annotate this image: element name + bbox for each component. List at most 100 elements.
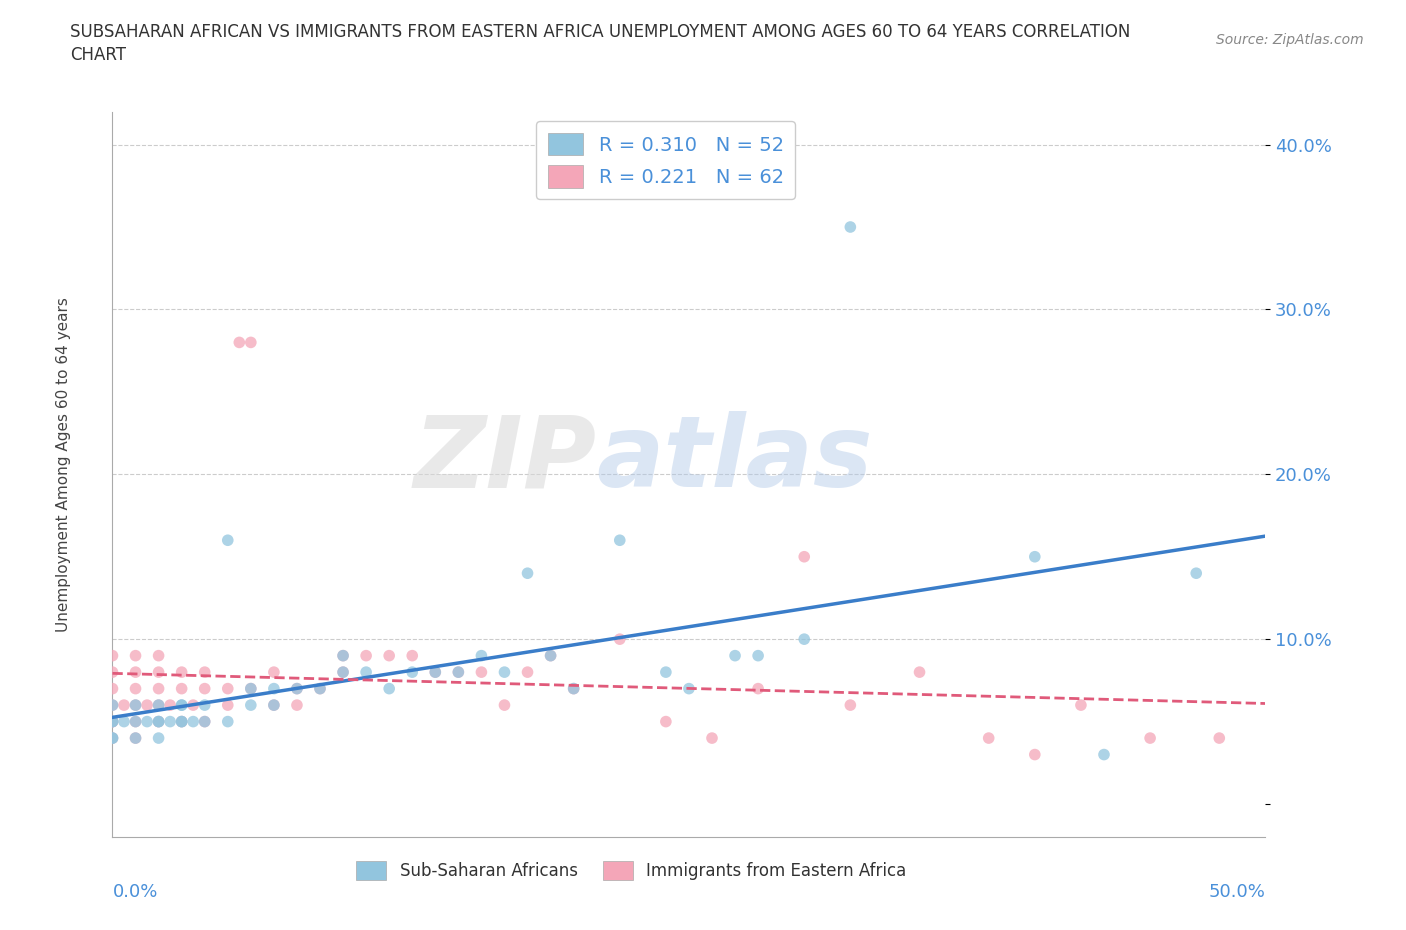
Point — [124, 698, 146, 712]
Point — [285, 681, 308, 696]
Point — [263, 698, 285, 712]
Point — [148, 681, 170, 696]
Point — [447, 665, 470, 680]
Point — [1024, 747, 1046, 762]
Legend: Sub-Saharan Africans, Immigrants from Eastern Africa: Sub-Saharan Africans, Immigrants from Ea… — [350, 854, 912, 886]
Point — [516, 665, 538, 680]
Point — [112, 714, 135, 729]
Point — [1070, 698, 1092, 712]
Point — [1208, 731, 1230, 746]
Point — [159, 714, 181, 729]
Point — [700, 731, 723, 746]
Point — [309, 681, 332, 696]
Point — [562, 681, 585, 696]
Point — [562, 681, 585, 696]
Point — [101, 731, 124, 746]
Point — [494, 665, 516, 680]
Point — [239, 681, 262, 696]
Point — [194, 714, 217, 729]
Text: Source: ZipAtlas.com: Source: ZipAtlas.com — [1216, 33, 1364, 46]
Point — [124, 731, 146, 746]
Point — [136, 698, 159, 712]
Point — [112, 698, 135, 712]
Point — [101, 648, 124, 663]
Point — [124, 648, 146, 663]
Point — [101, 731, 124, 746]
Point — [148, 648, 170, 663]
Point — [239, 698, 262, 712]
Point — [239, 681, 262, 696]
Point — [1024, 550, 1046, 565]
Point — [217, 698, 239, 712]
Point — [194, 714, 217, 729]
Point — [263, 665, 285, 680]
Point — [170, 714, 193, 729]
Point — [181, 714, 204, 729]
Point — [609, 631, 631, 646]
Point — [747, 681, 769, 696]
Point — [101, 714, 124, 729]
Point — [263, 681, 285, 696]
Point — [101, 665, 124, 680]
Point — [217, 681, 239, 696]
Point — [470, 665, 492, 680]
Point — [724, 648, 747, 663]
Point — [655, 714, 678, 729]
Point — [332, 648, 354, 663]
Point — [793, 631, 815, 646]
Point — [354, 665, 377, 680]
Point — [101, 698, 124, 712]
Text: Unemployment Among Ages 60 to 64 years: Unemployment Among Ages 60 to 64 years — [56, 298, 70, 632]
Point — [124, 681, 146, 696]
Point — [309, 681, 332, 696]
Point — [839, 219, 862, 234]
Point — [516, 565, 538, 580]
Point — [148, 714, 170, 729]
Point — [217, 533, 239, 548]
Point — [470, 648, 492, 663]
Point — [148, 714, 170, 729]
Point — [425, 665, 447, 680]
Point — [285, 698, 308, 712]
Point — [1092, 747, 1115, 762]
Point — [263, 698, 285, 712]
Point — [447, 665, 470, 680]
Point — [148, 698, 170, 712]
Point — [101, 714, 124, 729]
Text: SUBSAHARAN AFRICAN VS IMMIGRANTS FROM EASTERN AFRICA UNEMPLOYMENT AMONG AGES 60 : SUBSAHARAN AFRICAN VS IMMIGRANTS FROM EA… — [70, 23, 1130, 41]
Point — [170, 714, 193, 729]
Point — [655, 665, 678, 680]
Text: CHART: CHART — [70, 46, 127, 64]
Point — [124, 731, 146, 746]
Point — [148, 665, 170, 680]
Point — [170, 698, 193, 712]
Point — [285, 681, 308, 696]
Text: 0.0%: 0.0% — [112, 884, 157, 901]
Point — [194, 698, 217, 712]
Point — [609, 533, 631, 548]
Point — [148, 714, 170, 729]
Point — [401, 665, 423, 680]
Point — [747, 648, 769, 663]
Point — [678, 681, 700, 696]
Point — [124, 698, 146, 712]
Point — [148, 698, 170, 712]
Point — [181, 698, 204, 712]
Point — [170, 665, 193, 680]
Point — [908, 665, 931, 680]
Point — [540, 648, 562, 663]
Point — [977, 731, 1000, 746]
Point — [124, 665, 146, 680]
Text: atlas: atlas — [596, 411, 873, 509]
Point — [194, 665, 217, 680]
Point — [401, 648, 423, 663]
Text: ZIP: ZIP — [413, 411, 596, 509]
Point — [194, 681, 217, 696]
Point — [228, 335, 250, 350]
Point — [217, 714, 239, 729]
Point — [124, 714, 146, 729]
Point — [239, 335, 262, 350]
Point — [839, 698, 862, 712]
Point — [101, 681, 124, 696]
Point — [540, 648, 562, 663]
